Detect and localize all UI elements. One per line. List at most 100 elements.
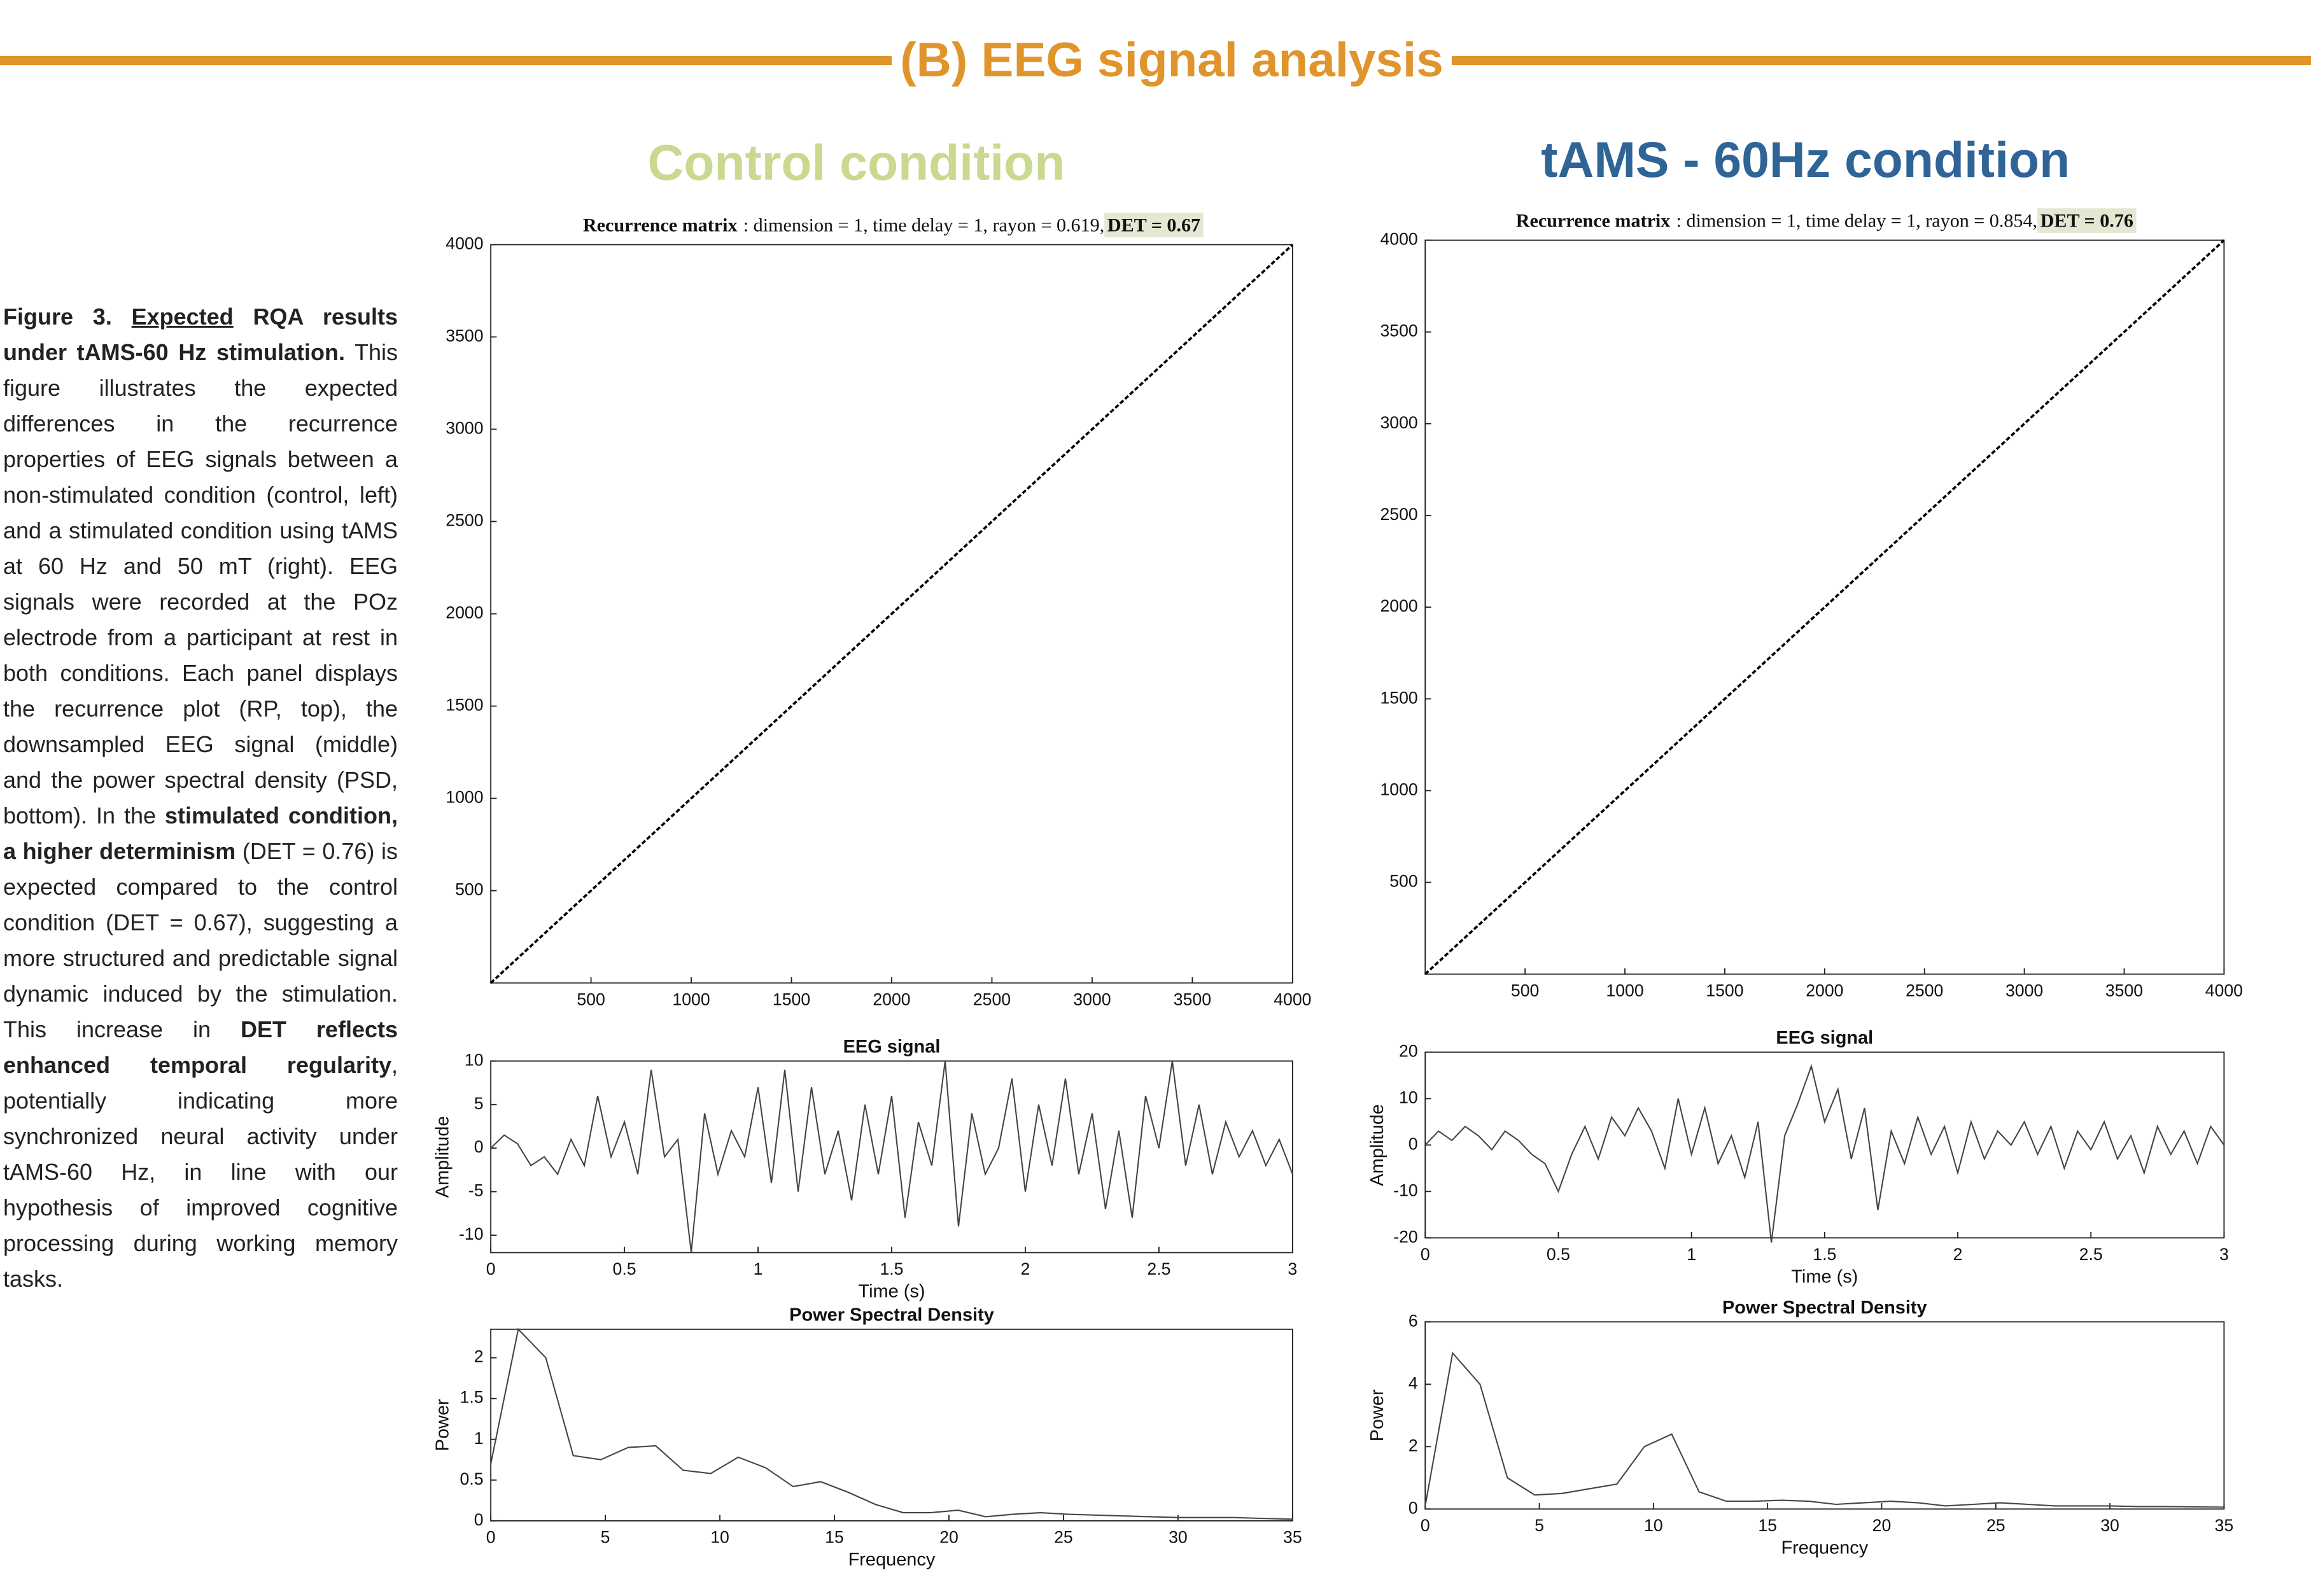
x-tick-label: 10 (710, 1528, 729, 1547)
x-tick-label: 0 (486, 1259, 496, 1278)
chart-subtitle: : dimension = 1, time delay = 1, rayon =… (743, 214, 1104, 236)
x-tick-label: 10 (1644, 1516, 1663, 1535)
signal-line (490, 1061, 1293, 1253)
plot-frame (490, 1060, 1293, 1254)
x-tick-label: 1000 (1606, 981, 1643, 1000)
x-tick-label: 25 (1054, 1528, 1073, 1547)
x-tick-label: 1 (754, 1259, 763, 1278)
x-tick-label: 35 (2215, 1516, 2234, 1535)
x-tick-label: 2.5 (2079, 1245, 2103, 1264)
y-tick-label: 500 (455, 880, 483, 899)
x-axis-label: Frequency (1781, 1537, 1868, 1558)
x-tick-label: 4000 (1274, 990, 1311, 1009)
y-tick-label: 20 (1399, 1041, 1418, 1060)
caption-part: Figure 3. (3, 304, 112, 330)
y-tick-label: 3000 (1380, 413, 1417, 432)
y-tick-label: 3500 (446, 326, 483, 346)
y-tick-label: 1 (474, 1429, 484, 1448)
x-tick-label: 500 (577, 990, 605, 1009)
caption-part: DET reflects enhanced temporal regularit… (3, 1016, 398, 1078)
y-tick-label: 0 (474, 1137, 484, 1156)
x-tick-label: 1.5 (880, 1259, 903, 1278)
det-annotation: DET = 0.76 (2041, 210, 2133, 232)
y-tick-label: 0 (474, 1510, 484, 1529)
signal-line (1424, 1063, 2225, 1243)
x-tick-label: 3500 (2105, 981, 2143, 1000)
x-tick-label: 2 (1021, 1259, 1030, 1278)
x-tick-label: 1500 (773, 990, 810, 1009)
y-tick-label: 2500 (446, 511, 483, 530)
x-tick-label: 2.5 (1147, 1259, 1170, 1278)
y-tick-label: 1.5 (460, 1388, 484, 1407)
y-tick-label: 1500 (446, 696, 483, 715)
x-tick-label: 0.5 (1547, 1245, 1570, 1264)
x-tick-label: 4000 (2205, 981, 2243, 1000)
chart-title: EEG signal (843, 1037, 941, 1057)
x-tick-label: 3 (2219, 1245, 2229, 1264)
y-tick-label: 0.5 (460, 1469, 484, 1488)
x-tick-label: 30 (2100, 1516, 2119, 1535)
y-tick-label: 2500 (1380, 505, 1417, 524)
y-tick-label: -10 (459, 1224, 483, 1243)
y-tick-label: 1000 (446, 788, 483, 807)
y-tick-label: -5 (468, 1181, 484, 1200)
x-tick-label: 20 (939, 1528, 959, 1547)
x-tick-label: 2 (1953, 1245, 1963, 1264)
x-tick-label: 2000 (873, 990, 910, 1009)
y-tick-label: 0 (1408, 1134, 1418, 1153)
x-tick-label: 2500 (1906, 981, 1943, 1000)
y-tick-label: 10 (1399, 1088, 1418, 1107)
caption-part: This figure illustrates the expected dif… (3, 339, 398, 829)
x-tick-label: 2500 (973, 990, 1011, 1009)
x-tick-label: 2000 (1806, 981, 1843, 1000)
y-tick-label: 4000 (446, 234, 483, 253)
y-axis-label: Power (433, 1399, 453, 1451)
y-tick-label: 500 (1389, 872, 1417, 891)
y-tick-label: 10 (465, 1050, 484, 1069)
x-tick-label: 3000 (1073, 990, 1111, 1009)
chart-title: Recurrence matrix: dimension = 1, time d… (583, 214, 1104, 236)
chart-title-bold: Recurrence matrix (1516, 210, 1671, 232)
y-tick-label: 5 (474, 1094, 484, 1113)
recurrence-diagonal (1424, 239, 2225, 976)
figure-caption: Figure 3. Expected RQA results under tAM… (3, 299, 398, 1297)
x-tick-label: 0.5 (613, 1259, 636, 1278)
x-tick-label: 1000 (672, 990, 710, 1009)
y-tick-label: -20 (1393, 1227, 1417, 1246)
x-axis-label: Frequency (848, 1550, 936, 1570)
y-tick-label: -10 (1393, 1180, 1417, 1200)
x-tick-label: 3500 (1174, 990, 1211, 1009)
signal-line (1424, 1351, 2224, 1508)
y-tick-label: 6 (1408, 1311, 1418, 1330)
signal-line (490, 1327, 1293, 1520)
y-tick-label: 4000 (1380, 230, 1417, 249)
x-axis-label: Time (s) (1791, 1266, 1858, 1287)
plot-frame (1424, 1321, 2225, 1510)
x-tick-label: 5 (601, 1528, 610, 1547)
chart-title-bold: Recurrence matrix (583, 214, 738, 236)
det-annotation: DET = 0.67 (1107, 214, 1200, 236)
x-tick-label: 3000 (2005, 981, 2043, 1000)
y-tick-label: 3000 (446, 419, 483, 438)
y-tick-label: 1500 (1380, 688, 1417, 707)
x-tick-label: 1500 (1706, 981, 1743, 1000)
y-axis-label: Amplitude (433, 1116, 453, 1198)
x-tick-label: 15 (825, 1528, 844, 1547)
y-tick-label: 4 (1408, 1373, 1418, 1392)
chart-title: Recurrence matrix: dimension = 1, time d… (1516, 210, 2037, 232)
plot-frame (490, 1328, 1293, 1522)
condition-title: Control condition (647, 135, 1065, 191)
x-tick-label: 25 (1986, 1516, 2005, 1535)
det-highlight (2037, 208, 2137, 233)
x-tick-label: 20 (1872, 1516, 1892, 1535)
section-title: (B) EEG signal analysis (900, 33, 1443, 87)
y-axis-label: Power (1367, 1389, 1387, 1441)
recurrence-diagonal (489, 244, 1294, 984)
x-tick-label: 500 (1511, 981, 1539, 1000)
y-tick-label: 2000 (1380, 596, 1417, 615)
x-tick-label: 1.5 (1813, 1245, 1836, 1264)
x-tick-label: 3 (1288, 1259, 1297, 1278)
x-tick-label: 0 (1421, 1516, 1430, 1535)
